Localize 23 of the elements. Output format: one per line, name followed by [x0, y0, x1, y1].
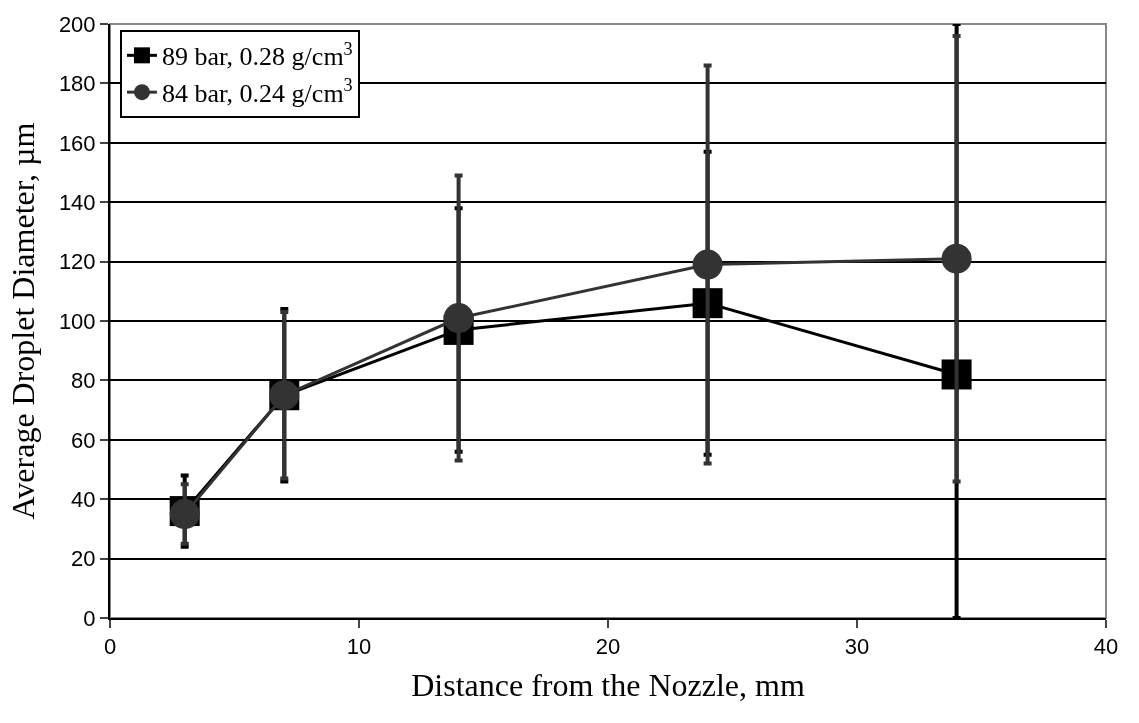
y-tick-label: 180 — [58, 71, 96, 97]
y-tick-label: 200 — [58, 11, 96, 37]
x-tick-label: 40 — [1093, 634, 1119, 660]
y-tick-label: 20 — [71, 546, 96, 572]
y-tick-label: 120 — [58, 249, 96, 275]
y-tick-label: 60 — [71, 427, 96, 453]
x-axis-title: Distance from the Nozzle, mm — [411, 666, 805, 703]
x-tick-label: 20 — [595, 634, 621, 660]
x-tick-label: 0 — [103, 634, 117, 660]
y-axis-title: Average Droplet Diameter, µm — [4, 122, 41, 520]
y-tick-label: 140 — [58, 189, 96, 215]
y-tick-label: 0 — [83, 605, 96, 631]
x-tick-label: 30 — [844, 634, 870, 660]
point — [443, 303, 474, 334]
legend-label: 84 bar, 0.24 g/cm$^{3}$ — [161, 75, 353, 109]
legend-label: 89 bar, 0.28 g/cm$^{3}$ — [161, 38, 353, 72]
x-tick-label: 10 — [346, 634, 372, 660]
y-tick-label: 160 — [58, 130, 96, 156]
y-tick-label: 80 — [71, 368, 96, 394]
point — [692, 249, 723, 280]
y-tick-label: 100 — [58, 308, 96, 334]
point — [941, 243, 972, 274]
y-tick-label: 40 — [71, 486, 96, 512]
